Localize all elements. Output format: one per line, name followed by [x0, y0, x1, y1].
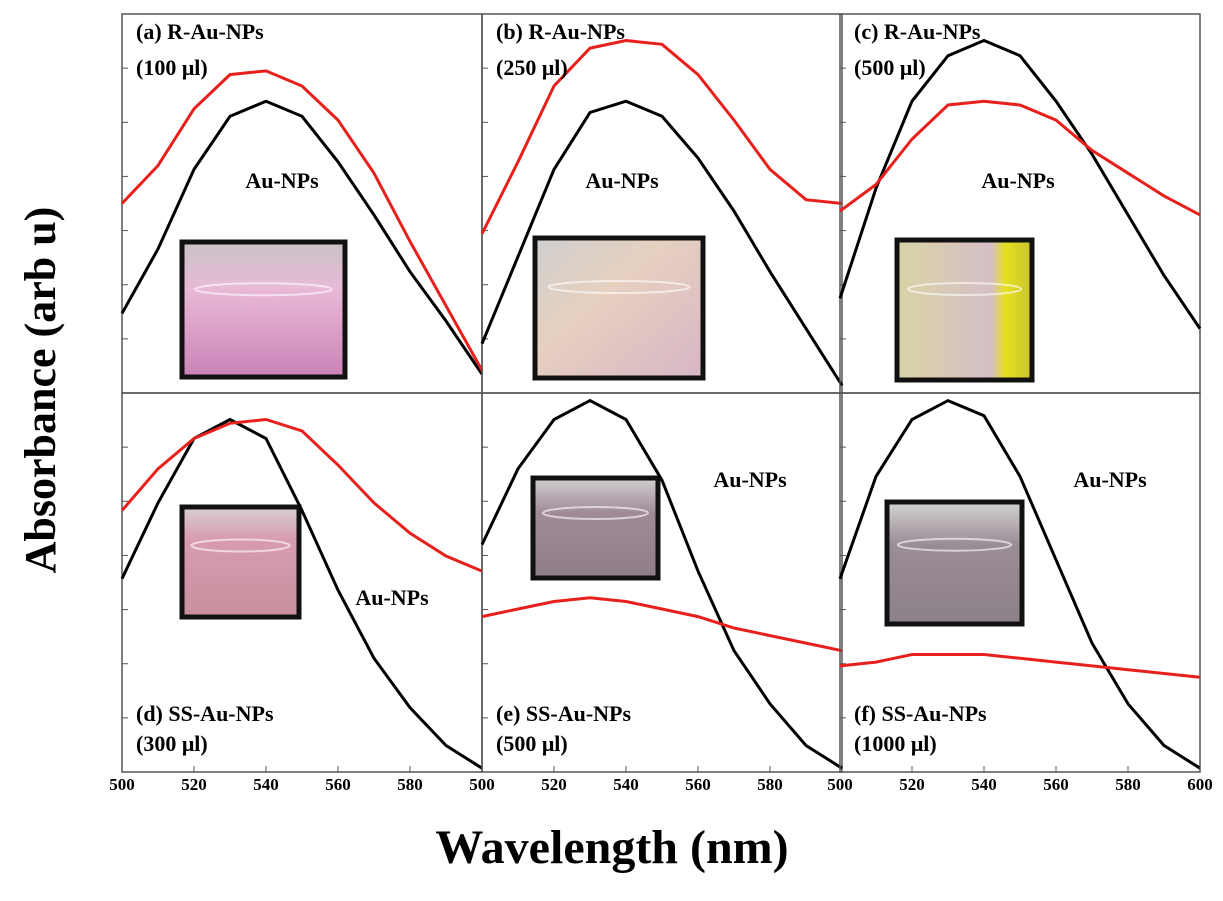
x-tick-label: 540	[253, 775, 279, 794]
annotation: Au-NPs	[585, 168, 659, 193]
inset-photo	[182, 242, 345, 377]
panel-title: (f) SS-Au-NPs	[854, 701, 987, 726]
inset-photo	[897, 240, 1032, 380]
inset-photo	[533, 478, 658, 578]
inset-photo	[887, 502, 1022, 624]
x-tick-label: 560	[1043, 775, 1069, 794]
x-tick-label: 560	[685, 775, 711, 794]
figure: Absorbance (arb u) Wavelength (nm) (a) R…	[0, 0, 1223, 901]
x-tick-label: 500	[827, 775, 853, 794]
annotation: Au-NPs	[713, 467, 787, 492]
annotation: Au-NPs	[355, 585, 429, 610]
x-tick-label: 580	[1115, 775, 1141, 794]
x-tick-label: 540	[613, 775, 639, 794]
panel-subtitle: (300 μl)	[136, 731, 208, 756]
panel-subtitle: (100 μl)	[136, 55, 208, 80]
line-series	[482, 598, 842, 651]
panel-title: (d) SS-Au-NPs	[136, 701, 274, 726]
x-tick-label: 500	[469, 775, 495, 794]
line-series	[840, 655, 1200, 678]
x-tick-label: 520	[541, 775, 567, 794]
x-tick-label: 560	[325, 775, 351, 794]
x-tick-label: 580	[397, 775, 423, 794]
panel-subtitle: (500 μl)	[496, 731, 568, 756]
line-series	[122, 420, 482, 572]
x-tick-label: 520	[181, 775, 207, 794]
x-tick-label: 540	[971, 775, 997, 794]
y-axis-label: Absorbance (arb u)	[16, 207, 65, 574]
panel-title: (c) R-Au-NPs	[854, 19, 981, 44]
x-tick-label: 580	[757, 775, 783, 794]
inset-photo	[535, 238, 703, 378]
annotation: Au-NPs	[245, 168, 319, 193]
panel-title: (a) R-Au-NPs	[136, 19, 264, 44]
x-tick-label: 520	[899, 775, 925, 794]
annotation: Au-NPs	[981, 168, 1055, 193]
x-tick-label: 500	[109, 775, 135, 794]
line-series	[840, 101, 1200, 215]
panel-subtitle: (500 μl)	[854, 55, 926, 80]
panel-subtitle: (1000 μl)	[854, 731, 937, 756]
panel-subtitle: (250 μl)	[496, 55, 568, 80]
inset-photo	[182, 507, 299, 617]
annotation: Au-NPs	[1073, 467, 1147, 492]
x-tick-label: 600	[1187, 775, 1213, 794]
panel-title: (e) SS-Au-NPs	[496, 701, 631, 726]
panel-title: (b) R-Au-NPs	[496, 19, 625, 44]
x-axis-label: Wavelength (nm)	[435, 821, 788, 874]
